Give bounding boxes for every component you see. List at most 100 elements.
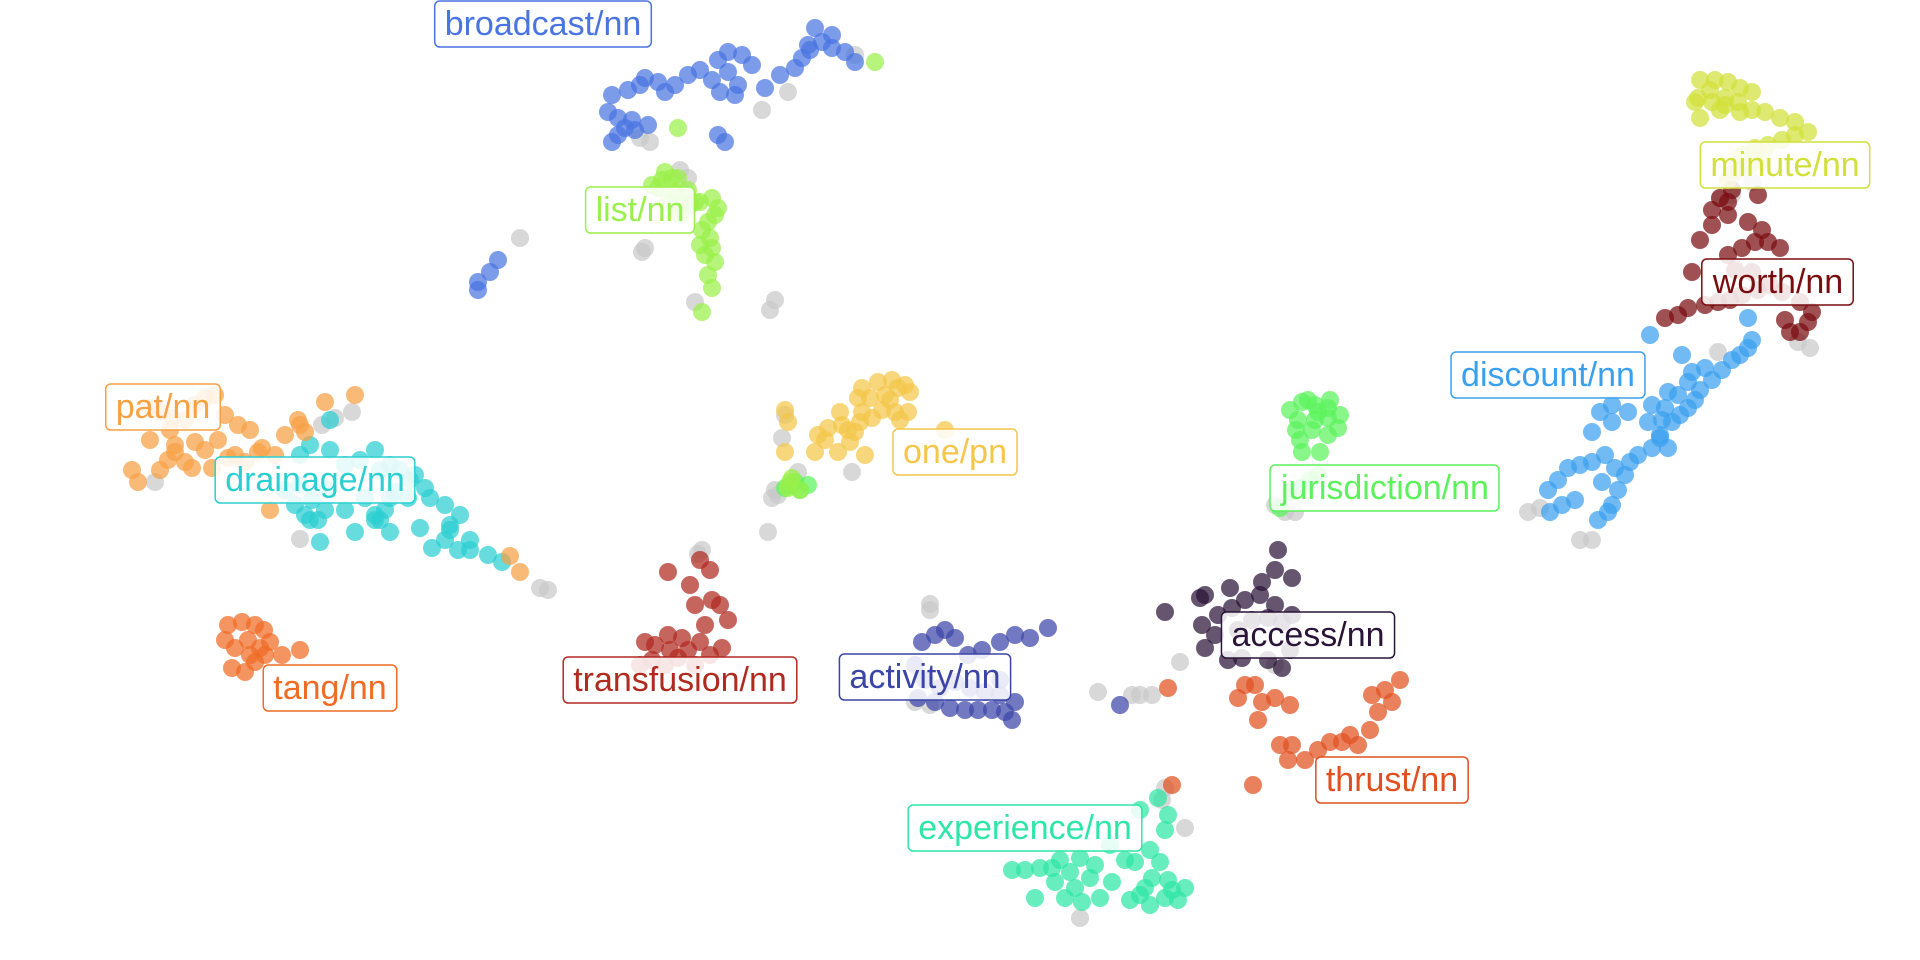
unlabeled-point bbox=[511, 229, 529, 247]
point-pat-nn bbox=[291, 416, 309, 434]
cluster-label-box bbox=[104, 383, 222, 431]
point-activity-nn bbox=[1111, 696, 1129, 714]
point-one-pn bbox=[869, 373, 887, 391]
point-access-nn bbox=[1269, 541, 1287, 559]
point-worth-nn bbox=[1703, 216, 1721, 234]
point-discount-nn bbox=[1593, 473, 1611, 491]
cluster-label: transfusion/nn bbox=[562, 656, 798, 704]
point-access-nn bbox=[1283, 569, 1301, 587]
unlabeled-point bbox=[1709, 343, 1727, 361]
point-activity-nn bbox=[991, 633, 1009, 651]
cluster-label: one/pn bbox=[892, 428, 1018, 476]
cluster-label-box bbox=[433, 0, 653, 48]
point-experience-nn bbox=[1086, 856, 1104, 874]
point-activity-nn bbox=[946, 629, 964, 647]
cluster-label: worth/nn bbox=[1701, 258, 1854, 306]
point-broadcast-nn bbox=[743, 56, 761, 74]
unlabeled-point bbox=[1171, 653, 1189, 671]
point-drainage-nn bbox=[321, 411, 339, 429]
point-broadcast-nn bbox=[719, 63, 737, 81]
point-drainage-nn bbox=[371, 511, 389, 529]
point-one-pn bbox=[829, 443, 847, 461]
point-discount-nn bbox=[1739, 309, 1757, 327]
point-transfusion-nn bbox=[659, 626, 677, 644]
point-discount-nn bbox=[1583, 423, 1601, 441]
point-experience-nn bbox=[1071, 849, 1089, 867]
point-broadcast-nn bbox=[599, 103, 617, 121]
point-access-nn bbox=[1266, 596, 1284, 614]
unlabeled-point bbox=[636, 239, 654, 257]
point-drainage-nn bbox=[381, 523, 399, 541]
point-pat-nn bbox=[196, 441, 214, 459]
unlabeled-point bbox=[531, 579, 549, 597]
cluster-label-text: drainage/nn bbox=[225, 461, 405, 499]
point-access-nn bbox=[1193, 616, 1211, 634]
point-broadcast-nn bbox=[711, 83, 729, 101]
point-pat-nn bbox=[501, 547, 519, 565]
point-thrust-nn bbox=[1249, 711, 1267, 729]
point-broadcast-nn bbox=[729, 76, 747, 94]
point-thrust-nn bbox=[1296, 751, 1314, 769]
point-minute-nn bbox=[1743, 83, 1761, 101]
point-experience-nn bbox=[1149, 789, 1167, 807]
point-worth-nn bbox=[1753, 221, 1771, 239]
point-drainage-nn bbox=[321, 441, 339, 459]
point-pat-nn bbox=[316, 393, 334, 411]
point-transfusion-nn bbox=[636, 633, 654, 651]
point-drainage-nn bbox=[411, 519, 429, 537]
point-access-nn bbox=[1273, 659, 1291, 677]
point-access-nn bbox=[1266, 561, 1284, 579]
point-one-pn bbox=[809, 426, 827, 444]
point-activity-nn bbox=[1006, 626, 1024, 644]
point-broadcast-nn bbox=[771, 66, 789, 84]
point-broadcast-nn bbox=[799, 36, 817, 54]
unlabeled-point bbox=[766, 291, 784, 309]
point-discount-nn bbox=[1651, 429, 1669, 447]
point-broadcast-nn bbox=[806, 19, 824, 37]
point-broadcast-nn bbox=[756, 79, 774, 97]
point-minute-nn bbox=[1701, 81, 1719, 99]
point-jurisdiction-nn bbox=[1321, 391, 1339, 409]
cluster-label-box bbox=[907, 804, 1143, 852]
unlabeled-point bbox=[759, 523, 777, 541]
point-thrust-nn bbox=[1246, 676, 1264, 694]
point-drainage-nn bbox=[436, 496, 454, 514]
point-experience-nn bbox=[1103, 873, 1121, 891]
point-minute-nn bbox=[1771, 109, 1789, 127]
point-broadcast-nn bbox=[823, 26, 841, 44]
cluster-label: access/nn bbox=[1220, 611, 1396, 659]
unlabeled-point bbox=[779, 83, 797, 101]
unlabeled-point bbox=[1583, 531, 1601, 549]
cluster-label-text: broadcast/nn bbox=[445, 5, 642, 43]
point-drainage-nn bbox=[336, 501, 354, 519]
unlabeled-point bbox=[773, 429, 791, 447]
point-transfusion-nn bbox=[661, 641, 679, 659]
point-pat-nn bbox=[261, 501, 279, 519]
point-jurisdiction-nn bbox=[1287, 421, 1305, 439]
point-drainage-nn bbox=[479, 546, 497, 564]
point-broadcast-nn bbox=[846, 53, 864, 71]
point-activity-nn bbox=[1039, 619, 1057, 637]
point-pat-nn bbox=[229, 416, 247, 434]
point-experience-nn bbox=[1141, 841, 1159, 859]
cluster-label-box bbox=[1220, 611, 1396, 659]
point-access-nn bbox=[1196, 639, 1214, 657]
cluster-label: activity/nn bbox=[838, 653, 1012, 701]
point-thrust-nn bbox=[1341, 726, 1359, 744]
point-thrust-nn bbox=[1271, 736, 1289, 754]
point-list-nn bbox=[669, 119, 687, 137]
cluster-label-text: thrust/nn bbox=[1326, 761, 1458, 799]
unlabeled-point bbox=[753, 101, 771, 119]
unlabeled-point bbox=[1176, 819, 1194, 837]
cluster-label-text: experience/nn bbox=[918, 809, 1132, 847]
point-discount-nn bbox=[1641, 326, 1659, 344]
point-discount-nn bbox=[1673, 346, 1691, 364]
cluster-label: list/nn bbox=[584, 186, 696, 234]
point-broadcast-nn bbox=[716, 133, 734, 151]
point-broadcast-nn bbox=[666, 76, 684, 94]
cluster-label-text: transfusion/nn bbox=[573, 661, 787, 699]
point-activity-nn bbox=[1021, 629, 1039, 647]
point-experience-nn bbox=[1066, 879, 1084, 897]
cluster-label: jurisdiction/nn bbox=[1269, 464, 1500, 512]
